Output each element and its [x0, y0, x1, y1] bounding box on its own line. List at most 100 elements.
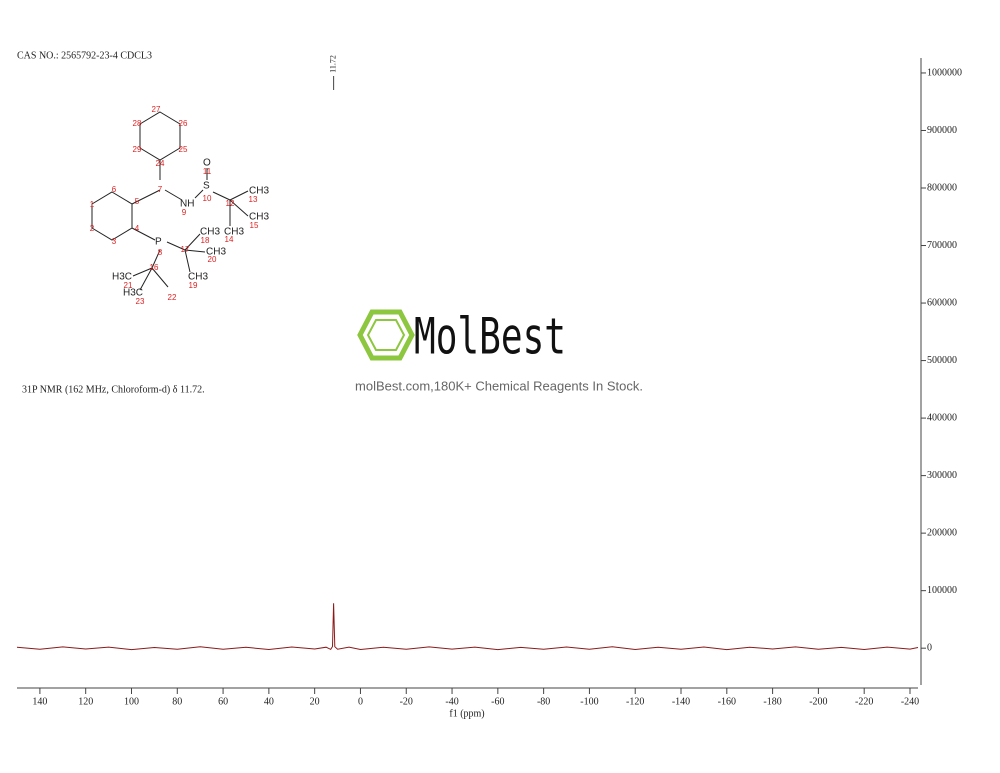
atom-number: 27 — [152, 105, 161, 114]
atom-number: 28 — [133, 119, 142, 128]
x-tick-label: -160 — [718, 696, 736, 707]
y-tick-label: 1000000 — [927, 67, 962, 78]
y-tick-label: 800000 — [927, 182, 957, 193]
bond — [184, 249, 206, 253]
x-tick-label: -200 — [809, 696, 827, 707]
atom-number: 29 — [133, 145, 142, 154]
watermark-subtitle: molBest.com,180K+ Chemical Reagents In S… — [355, 378, 643, 393]
atom-number: 12 — [226, 199, 235, 208]
atom-number: 7 — [158, 185, 163, 194]
atom-number: 23 — [136, 297, 145, 306]
y-tick-label: 900000 — [927, 125, 957, 136]
atom-number: 1 — [90, 200, 95, 209]
atom-number: 15 — [250, 221, 259, 230]
x-tick-label: -180 — [763, 696, 781, 707]
x-tick-label: -120 — [626, 696, 644, 707]
y-tick-label: 300000 — [927, 470, 957, 481]
bond — [139, 267, 153, 291]
atom-number: 13 — [249, 195, 258, 204]
ring — [91, 191, 133, 241]
bond — [166, 241, 186, 251]
annotation: 31P NMR (162 MHz, Chloroform-d) δ 11.72. — [22, 384, 205, 395]
x-tick-label: 60 — [218, 696, 228, 707]
spectrum-line — [16, 603, 919, 651]
atom: H3C — [112, 272, 132, 283]
bond — [151, 249, 161, 269]
structure: O S NH P CH3 CH3 CH3 CH3 CH3 CH3 H3C H3C — [91, 111, 269, 299]
bond — [229, 199, 249, 217]
atom: S — [203, 181, 210, 192]
x-tick-label: -60 — [491, 696, 504, 707]
peak-label: 11.72 — [328, 55, 337, 73]
y-tick-label: 500000 — [927, 355, 957, 366]
atom-number: 11 — [203, 167, 212, 176]
y-tick-label: 600000 — [927, 297, 957, 308]
atom: H3C — [123, 288, 143, 299]
bond — [212, 191, 231, 201]
atom-number: 9 — [182, 208, 187, 217]
atom: P — [155, 237, 162, 248]
x-tick-label: 120 — [78, 696, 93, 707]
bond — [184, 233, 201, 251]
y-tick-label: 0 — [927, 642, 932, 653]
x-tick-label: -40 — [445, 696, 458, 707]
atom-number: 6 — [112, 185, 117, 194]
atom-number: 22 — [168, 293, 177, 302]
x-tick-label: 80 — [172, 696, 182, 707]
x-tick-label: 0 — [358, 696, 363, 707]
atom-number: 25 — [179, 145, 188, 154]
bond — [229, 190, 249, 201]
x-tick-label: 100 — [124, 696, 139, 707]
atom: CH3 — [249, 212, 269, 223]
x-tick-label: -240 — [901, 696, 919, 707]
atom-number: 24 — [156, 159, 165, 168]
x-tick-label: -20 — [400, 696, 413, 707]
atom-number: 14 — [225, 235, 234, 244]
atom: CH3 — [249, 186, 269, 197]
bond — [132, 267, 153, 277]
bond — [194, 189, 204, 199]
atom-number: 3 — [112, 237, 117, 246]
atom: CH3 — [200, 227, 220, 238]
watermark-text: MolBest — [414, 308, 566, 366]
x-tick-label: 40 — [264, 696, 274, 707]
y-tick-label: 200000 — [927, 527, 957, 538]
atom: O — [203, 158, 211, 169]
y-tick-label: 400000 — [927, 412, 957, 423]
atom: CH3 — [206, 247, 226, 258]
x-tick-label: -80 — [537, 696, 550, 707]
bond — [184, 249, 191, 273]
atom-number: 18 — [201, 236, 210, 245]
x-tick-label: -140 — [672, 696, 690, 707]
logo-icon — [357, 309, 415, 361]
bond — [151, 267, 169, 288]
watermark: MolBest molBest.com,180K+ Chemical Reage… — [355, 308, 643, 394]
atom-number: 26 — [179, 119, 188, 128]
y-tick-label: 100000 — [927, 585, 957, 596]
atom-number: 10 — [203, 194, 212, 203]
x-tick-label: 140 — [32, 696, 47, 707]
ring — [139, 111, 181, 161]
atom-number: 16 — [150, 263, 159, 272]
x-axis-label: f1 (ppm) — [449, 708, 484, 719]
bond — [164, 189, 183, 201]
atom-number: 5 — [135, 197, 140, 206]
atom-number: 19 — [189, 281, 198, 290]
bond — [131, 189, 161, 205]
x-tick-label: 20 — [310, 696, 320, 707]
x-tick-label: -220 — [855, 696, 873, 707]
atom-number: 8 — [158, 248, 163, 257]
atom-number: 17 — [181, 245, 190, 254]
atom: CH3 — [188, 272, 208, 283]
y-tick-label: 700000 — [927, 240, 957, 251]
atom-number: 4 — [135, 224, 140, 233]
atom: CH3 — [224, 227, 244, 238]
atom-number: 21 — [124, 281, 133, 290]
logo-icon-inner — [366, 319, 406, 351]
atom: NH — [180, 199, 194, 210]
chart-title: CAS NO.: 2565792-23-4 CDCL3 — [17, 50, 152, 61]
atom-number: 2 — [90, 224, 95, 233]
x-tick-label: -100 — [580, 696, 598, 707]
